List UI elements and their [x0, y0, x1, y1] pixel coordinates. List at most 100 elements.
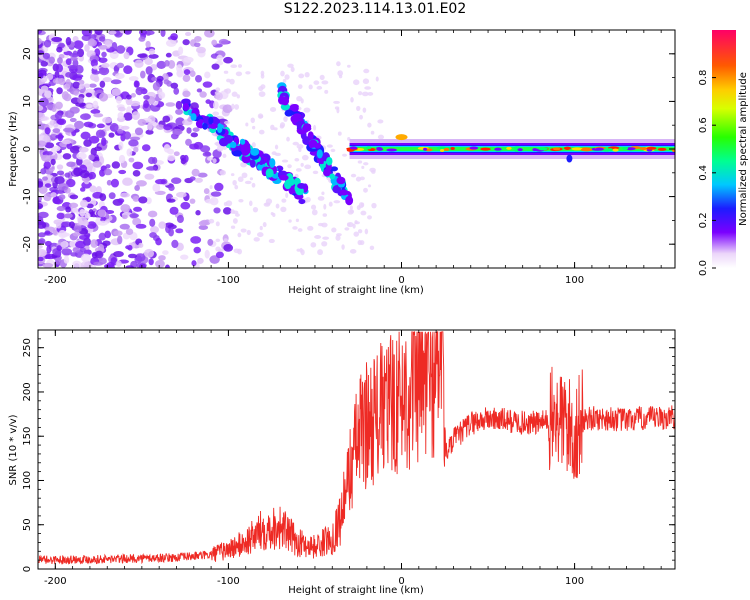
- spectrogram-noise-blob: [127, 253, 137, 259]
- spectrogram-noise-blob: [176, 214, 184, 224]
- spectrogram-faint-blob: [262, 222, 267, 228]
- spectrogram-faint-blob: [361, 165, 365, 169]
- spectrogram-faint-blob: [215, 221, 220, 227]
- spectrogram-noise-blob: [128, 76, 139, 82]
- spectrogram-noise-blob: [38, 112, 45, 120]
- spectrogram-noise-blob: [191, 260, 197, 267]
- colorbar-gradient: [712, 30, 736, 268]
- spectrogram-noise-blob: [138, 36, 146, 42]
- spectrogram-noise-blob: [47, 102, 54, 110]
- spectrogram-noise-blob: [114, 72, 125, 80]
- spectrogram-noise-blob: [127, 244, 133, 251]
- spectrogram-faint-blob: [231, 103, 235, 110]
- spectrogram-noise-blob: [72, 260, 82, 268]
- spectrogram-frame: [37, 29, 676, 269]
- carrier-hotspot: [443, 147, 450, 151]
- spectrogram-noise-blob: [204, 71, 211, 79]
- carrier-hotspot: [469, 146, 479, 150]
- spectrogram-noise-blob: [84, 245, 90, 250]
- spectrogram-xlabel: Height of straight line (km): [288, 285, 424, 296]
- spectrogram-faint-blob: [336, 107, 340, 114]
- spectrogram-noise-blob: [132, 217, 142, 226]
- spectrogram-noise-blob: [103, 168, 113, 176]
- spectrogram-faint-blob: [280, 70, 285, 77]
- spectrogram-faint-blob: [333, 100, 340, 104]
- spectrogram-streak-2-blob: [316, 149, 323, 159]
- spectrogram-noise-blob: [193, 246, 201, 254]
- spectrogram-noise-blob: [134, 127, 144, 136]
- spectrogram-noise-blob: [77, 216, 88, 225]
- spectrogram-faint-blob: [358, 202, 364, 209]
- spectrogram-noise-blob: [56, 87, 63, 95]
- spectrogram-noise-blob: [148, 258, 154, 266]
- spectrogram-noise-blob: [117, 112, 124, 119]
- spectrogram-noise-blob: [207, 238, 214, 246]
- spectrogram-faint-blob: [219, 169, 226, 176]
- spectrogram-faint-blob: [251, 182, 256, 188]
- spectrogram-noise-blob: [54, 112, 63, 120]
- spectrogram-noise-blob: [72, 75, 83, 81]
- spectrogram-faint-blob: [349, 205, 353, 211]
- spectrogram-noise-blob: [57, 118, 65, 125]
- spectrogram-noise-blob: [122, 177, 133, 186]
- spectrogram-noise-blob: [68, 221, 75, 229]
- spectrogram-noise-blob: [129, 213, 139, 219]
- spectrogram-faint-blob: [231, 91, 238, 97]
- carrier-hotspot: [564, 147, 570, 151]
- spectrogram-faint-blob: [301, 154, 309, 161]
- spectrogram-noise-blob: [195, 210, 201, 216]
- carrier-hotspot: [657, 147, 667, 151]
- spectrogram-noise-blob: [98, 92, 109, 102]
- spectrogram-faint-blob: [281, 159, 289, 163]
- spectrogram-noise-blob: [98, 66, 110, 76]
- spectrogram-noise-blob: [126, 94, 132, 100]
- spectrogram-faint-blob: [357, 229, 363, 234]
- spectrogram-noise-blob: [65, 72, 73, 78]
- spectrogram-streak-2-blob: [292, 113, 302, 119]
- spectrogram-faint-blob: [297, 84, 303, 90]
- spectrogram-noise-blob: [164, 264, 170, 268]
- spectrogram-noise-blob: [163, 124, 173, 131]
- spectrogram-noise-blob: [61, 139, 72, 145]
- spectrogram-noise-blob: [38, 232, 46, 238]
- spectrogram-faint-blob: [236, 94, 241, 99]
- spectrogram-noise-blob: [183, 56, 194, 63]
- spectrogram-faint-blob: [286, 136, 290, 142]
- spectrogram-faint-blob: [357, 91, 363, 96]
- spectrogram-faint-blob: [355, 176, 362, 182]
- spectrogram-noise-blob: [45, 151, 53, 156]
- spectrogram-faint-blob: [233, 248, 240, 254]
- snr-ytick-label: 250: [22, 338, 33, 357]
- carrier-hotspot: [538, 147, 549, 151]
- spectrogram-noise-blob: [108, 192, 116, 200]
- snr-xtick-label: -200: [44, 576, 67, 587]
- spectrogram-noise-blob: [46, 73, 54, 81]
- spectrogram-streak-2-blob: [280, 103, 290, 111]
- spectrogram-streak-2-blob: [323, 168, 331, 175]
- spectrogram-noise-blob: [77, 96, 84, 104]
- spectrogram-faint-blob: [212, 158, 217, 164]
- snr-series-layer: [38, 331, 675, 565]
- spectrogram-faint-blob: [307, 225, 314, 231]
- carrier-hotspot: [439, 148, 445, 152]
- spectrogram-faint-blob: [240, 228, 247, 233]
- spectrogram-noise-blob: [167, 154, 176, 162]
- spectrogram-noise-blob: [38, 244, 43, 250]
- spectrogram-noise-blob: [202, 81, 213, 88]
- spectrogram-noise-blob: [60, 240, 69, 248]
- spectrogram-noise-blob: [40, 60, 48, 67]
- spectrogram-noise-blob: [79, 199, 89, 208]
- spectrogram-noise-blob: [111, 161, 121, 169]
- spectrogram-noise-blob: [128, 157, 135, 163]
- spectrogram-ylabel: Frequency (Hz): [8, 111, 19, 187]
- spectrogram-streak-1-blob: [269, 158, 276, 168]
- carrier-hotspot: [622, 146, 629, 150]
- spectrogram-faint-blob: [282, 78, 287, 83]
- carrier-dip: [566, 154, 573, 163]
- spectrogram-noise-blob: [147, 210, 158, 218]
- spectrogram-faint-blob: [361, 91, 369, 97]
- carrier-hotspot: [672, 148, 675, 152]
- spectrogram-noise-blob: [123, 112, 133, 121]
- spectrogram-noise-blob: [105, 264, 116, 268]
- carrier-hotspot: [517, 148, 523, 152]
